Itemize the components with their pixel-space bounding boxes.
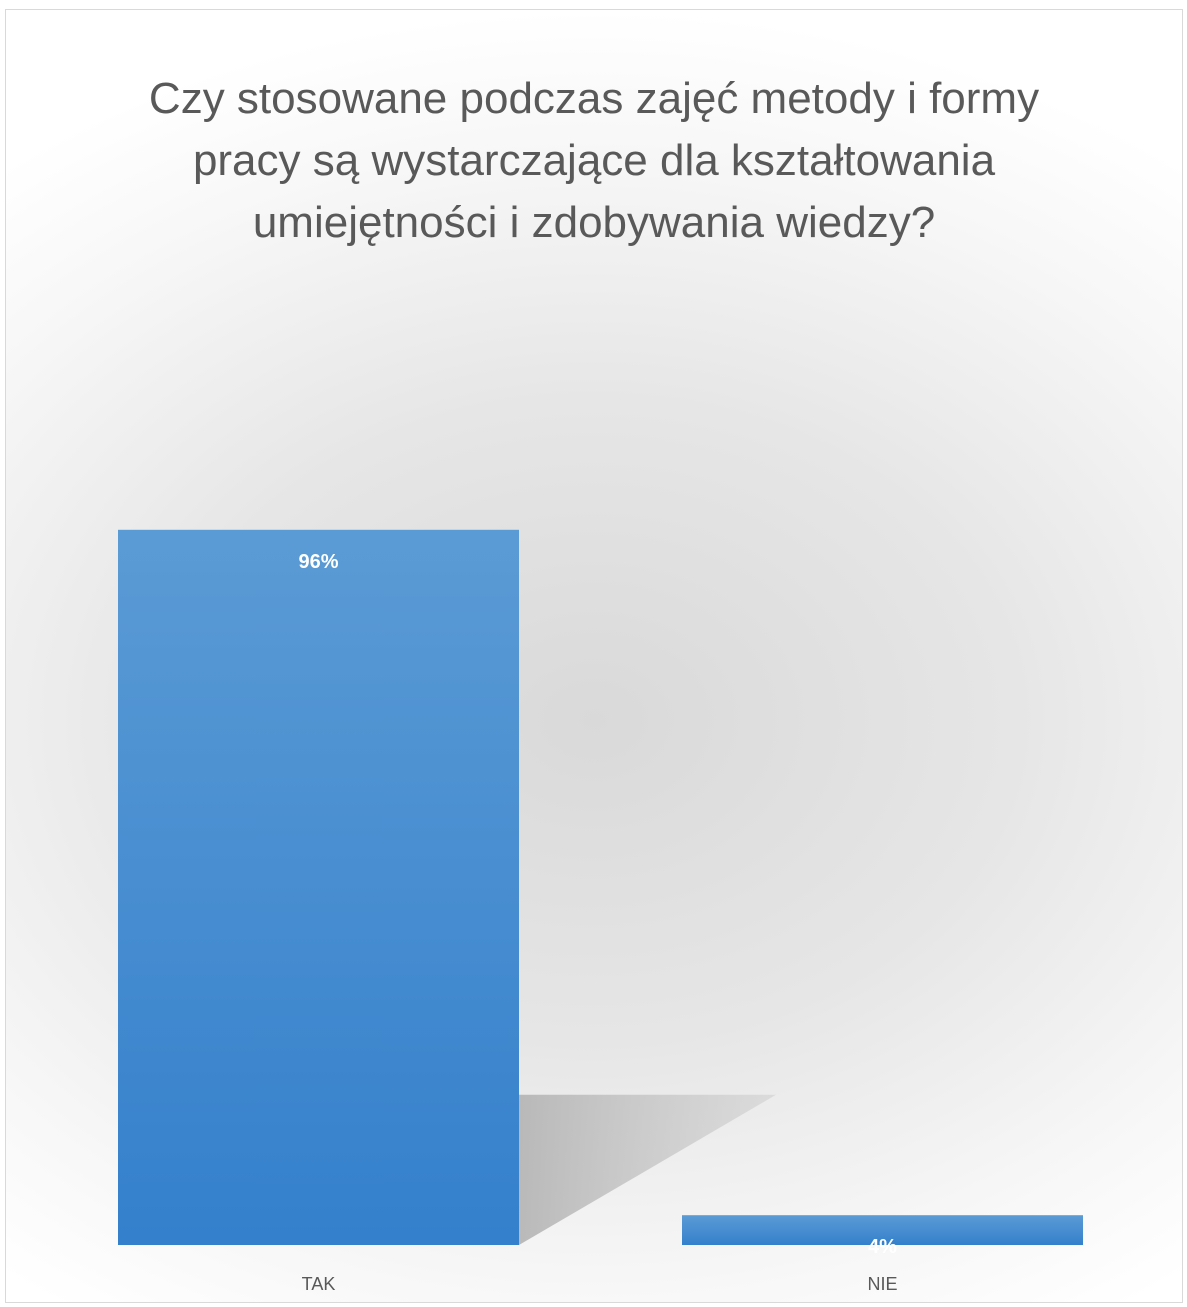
plot-area: 96% 4% TAK NIE (118, 529, 1083, 1294)
bar-shadow-tak (519, 1094, 776, 1245)
data-label-tak: 96% (298, 551, 338, 573)
tick-label-nie: NIE (867, 1274, 897, 1294)
data-label-nie: 4% (868, 1236, 897, 1258)
bar-nie (682, 1215, 1083, 1245)
tick-label-tak: TAK (302, 1274, 336, 1294)
category-axis: TAK NIE (302, 1274, 898, 1294)
data-labels: 96% 4% (298, 551, 897, 1258)
chart-title: Czy stosowane podczas zajęć metody i for… (148, 74, 1040, 247)
bar-tak (118, 529, 519, 1245)
chart-area: Czy stosowane podczas zajęć metody i for… (5, 9, 1183, 1303)
bar-shadows (519, 1094, 776, 1245)
bars (118, 529, 1083, 1245)
